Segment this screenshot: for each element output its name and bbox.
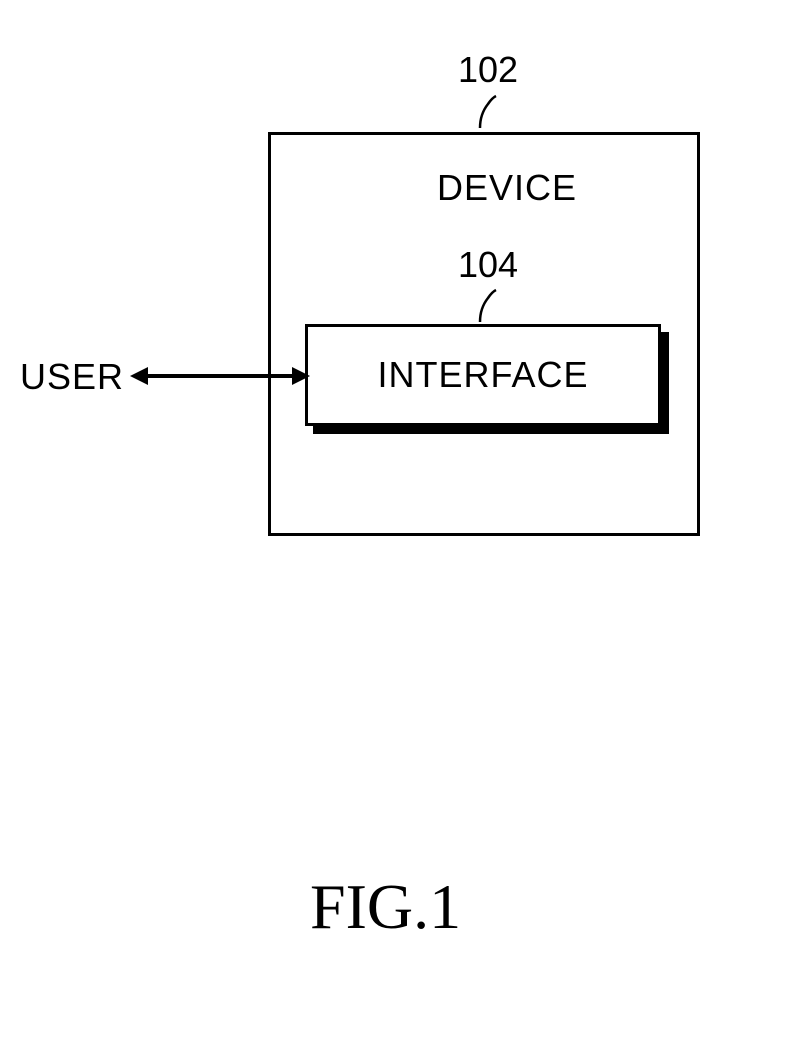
inner-ref-number: 104 bbox=[458, 244, 518, 286]
outer-ref-tick bbox=[476, 94, 500, 132]
outer-ref-number: 102 bbox=[458, 49, 518, 91]
diagram-container: 102 DEVICE 104 INTERFACE USER FIG.1 bbox=[0, 0, 806, 1058]
device-label: DEVICE bbox=[437, 167, 577, 209]
user-label: USER bbox=[20, 356, 124, 398]
inner-ref-tick bbox=[476, 288, 500, 326]
figure-label: FIG.1 bbox=[310, 870, 461, 944]
interface-label: INTERFACE bbox=[377, 354, 588, 396]
bidirectional-arrow bbox=[130, 356, 310, 396]
interface-box: INTERFACE bbox=[305, 324, 661, 426]
